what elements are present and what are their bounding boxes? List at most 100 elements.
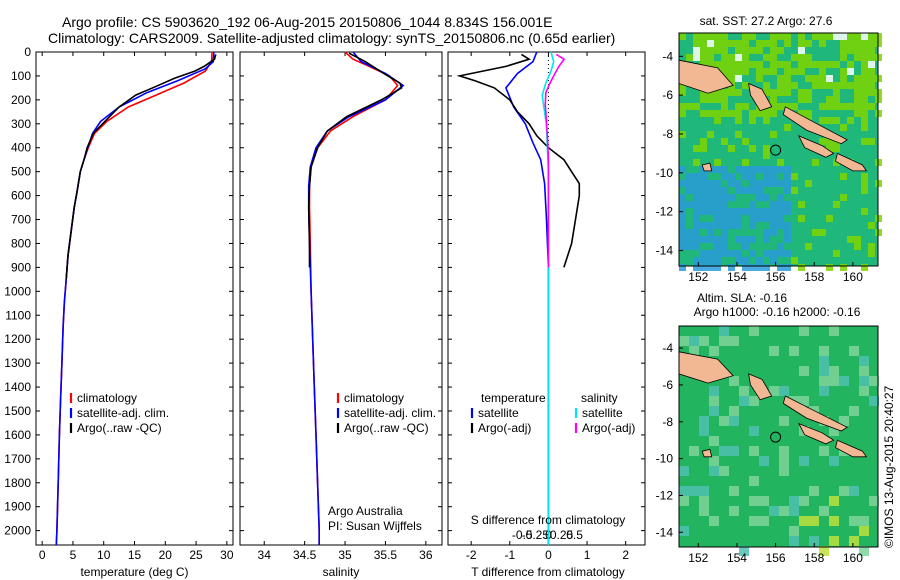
field-cell xyxy=(868,40,875,47)
field-cell xyxy=(719,336,729,346)
island-3 xyxy=(797,135,835,158)
field-cell xyxy=(784,208,791,215)
field-cell xyxy=(868,89,875,96)
field-cell xyxy=(759,456,769,466)
field-cell xyxy=(693,236,700,243)
field-cell xyxy=(770,208,777,215)
field-cell xyxy=(763,145,770,152)
field-cell xyxy=(861,187,868,194)
field-cell xyxy=(798,68,805,75)
field-cell xyxy=(840,103,847,110)
x-tick-label: 34.5 xyxy=(293,548,317,562)
field-cell xyxy=(784,68,791,75)
field-cell xyxy=(719,326,729,336)
field-cell xyxy=(789,536,799,546)
field-cell xyxy=(861,264,868,271)
field-cell xyxy=(861,54,868,61)
field-cell xyxy=(707,250,714,257)
x-tick-label: 0 xyxy=(545,548,552,562)
field-cell xyxy=(763,82,770,89)
field-cell xyxy=(735,257,742,264)
field-cell xyxy=(721,201,728,208)
field-cell xyxy=(728,208,735,215)
field-cell xyxy=(829,376,839,386)
field-cell xyxy=(854,54,861,61)
field-cell xyxy=(700,33,707,40)
field-cell xyxy=(826,215,833,222)
field-cell xyxy=(700,173,707,180)
field-cell xyxy=(839,486,849,496)
field-cell xyxy=(763,40,770,47)
field-cell xyxy=(770,68,777,75)
field-cell xyxy=(784,40,791,47)
field-cell xyxy=(709,466,719,476)
field-cell xyxy=(826,138,833,145)
field-cell xyxy=(728,194,735,201)
field-cell xyxy=(854,47,861,54)
depth-tick-label: 500 xyxy=(11,165,31,179)
field-cell xyxy=(849,486,859,496)
field-cell xyxy=(749,264,756,271)
field-cell xyxy=(798,61,805,68)
field-cell xyxy=(779,416,789,426)
field-cell xyxy=(770,257,777,264)
field-cell xyxy=(735,236,742,243)
field-cell xyxy=(805,75,812,82)
field-cell xyxy=(770,222,777,229)
field-cell xyxy=(714,89,721,96)
field-cell xyxy=(686,229,693,236)
field-cell xyxy=(679,89,686,96)
field-cell xyxy=(719,466,729,476)
field-cell xyxy=(819,376,829,386)
field-cell xyxy=(763,89,770,96)
field-cell xyxy=(784,82,791,89)
field-cell xyxy=(759,516,769,526)
field-cell xyxy=(784,89,791,96)
field-cell xyxy=(779,456,789,466)
field-cell xyxy=(869,496,879,506)
field-cell xyxy=(859,366,869,376)
field-cell xyxy=(721,96,728,103)
x-tick-label: 25 xyxy=(189,548,203,562)
field-cell xyxy=(868,243,875,250)
field-cell xyxy=(693,103,700,110)
field-cell xyxy=(859,546,869,556)
field-cell xyxy=(826,264,833,271)
field-cell xyxy=(721,110,728,117)
field-cell xyxy=(763,180,770,187)
field-cell xyxy=(770,96,777,103)
field-cell xyxy=(721,103,728,110)
field-cell xyxy=(709,516,719,526)
field-cell xyxy=(854,33,861,40)
field-cell xyxy=(798,201,805,208)
field-cell xyxy=(714,117,721,124)
field-cell xyxy=(777,75,784,82)
field-cell xyxy=(868,61,875,68)
field-cell xyxy=(840,264,847,271)
field-cell xyxy=(763,229,770,236)
field-cell xyxy=(742,264,749,271)
depth-tick-label: 1300 xyxy=(4,356,31,370)
field-cell xyxy=(869,376,879,386)
depth-tick-label: 1200 xyxy=(4,332,31,346)
lat-tick-label: -12 xyxy=(656,488,674,502)
s-argo-legend-label: Argo(-adj) xyxy=(582,421,635,435)
field-cell xyxy=(721,33,728,40)
field-cell xyxy=(679,103,686,110)
field-cell xyxy=(735,187,742,194)
field-cell xyxy=(735,166,742,173)
field-cell xyxy=(784,33,791,40)
field-cell xyxy=(693,187,700,194)
x-tick-label: 5 xyxy=(70,548,77,562)
field-cell xyxy=(735,250,742,257)
field-cell xyxy=(798,40,805,47)
field-cell xyxy=(756,40,763,47)
x-tick-label: 35 xyxy=(338,548,352,562)
x-tick-label: 1 xyxy=(584,548,591,562)
field-cell xyxy=(798,110,805,117)
field-cell xyxy=(749,236,756,243)
field-cell xyxy=(699,486,709,496)
field-cell xyxy=(868,138,875,145)
field-cell xyxy=(812,75,819,82)
field-cell xyxy=(729,506,739,516)
